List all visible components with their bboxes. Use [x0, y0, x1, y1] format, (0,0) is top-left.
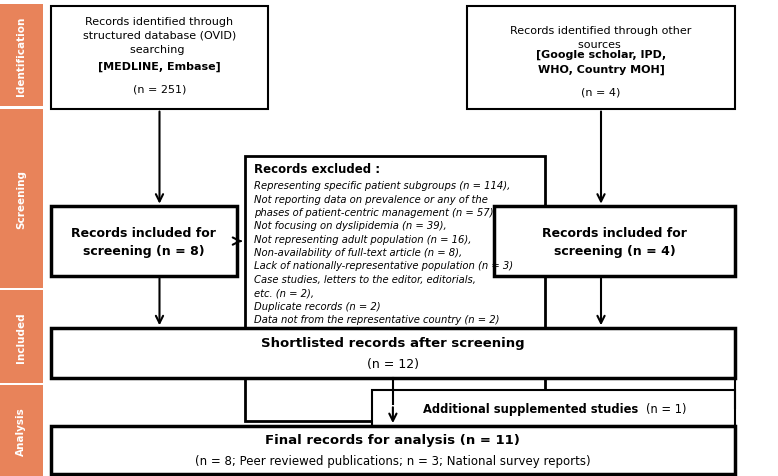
Text: (n = 1): (n = 1): [646, 402, 687, 415]
Text: Representing specific patient subgroups (n = 114),
Not reporting data on prevale: Representing specific patient subgroups …: [254, 181, 513, 324]
Text: (n = 4): (n = 4): [581, 88, 621, 98]
FancyBboxPatch shape: [51, 426, 735, 474]
Text: [Google scholar, IPD,
WHO, Country MOH]: [Google scholar, IPD, WHO, Country MOH]: [536, 50, 666, 74]
FancyBboxPatch shape: [51, 7, 268, 109]
Text: Records identified through
structured database (OVID)
searching: Records identified through structured da…: [83, 17, 236, 54]
FancyBboxPatch shape: [0, 386, 43, 476]
Text: Records included for
screening (n = 8): Records included for screening (n = 8): [72, 226, 216, 257]
Text: Additional supplemented studies: Additional supplemented studies: [422, 402, 638, 415]
Text: (n = 12): (n = 12): [367, 357, 419, 370]
Text: (n = 251): (n = 251): [133, 84, 186, 94]
FancyBboxPatch shape: [0, 5, 43, 107]
Text: Records excluded :: Records excluded :: [254, 163, 380, 176]
Text: Included: Included: [16, 311, 26, 362]
FancyBboxPatch shape: [51, 328, 735, 378]
FancyBboxPatch shape: [372, 390, 735, 426]
Text: Records identified through other
sources: Records identified through other sources: [510, 26, 692, 50]
Text: Analysis: Analysis: [16, 407, 26, 455]
Text: Records included for
screening (n = 4): Records included for screening (n = 4): [542, 226, 687, 257]
FancyBboxPatch shape: [0, 109, 43, 288]
Text: (n = 8; Peer reviewed publications; n = 3; National survey reports): (n = 8; Peer reviewed publications; n = …: [195, 454, 591, 467]
Text: Screening: Screening: [16, 169, 26, 228]
FancyBboxPatch shape: [51, 207, 237, 276]
Text: [MEDLINE, Embase]: [MEDLINE, Embase]: [98, 62, 221, 72]
FancyBboxPatch shape: [467, 7, 735, 109]
Text: Identification: Identification: [16, 16, 26, 96]
Text: Final records for analysis (n = 11): Final records for analysis (n = 11): [265, 433, 520, 446]
FancyBboxPatch shape: [245, 157, 545, 421]
FancyBboxPatch shape: [494, 207, 735, 276]
Text: Shortlisted records after screening: Shortlisted records after screening: [261, 337, 524, 349]
FancyBboxPatch shape: [0, 290, 43, 383]
